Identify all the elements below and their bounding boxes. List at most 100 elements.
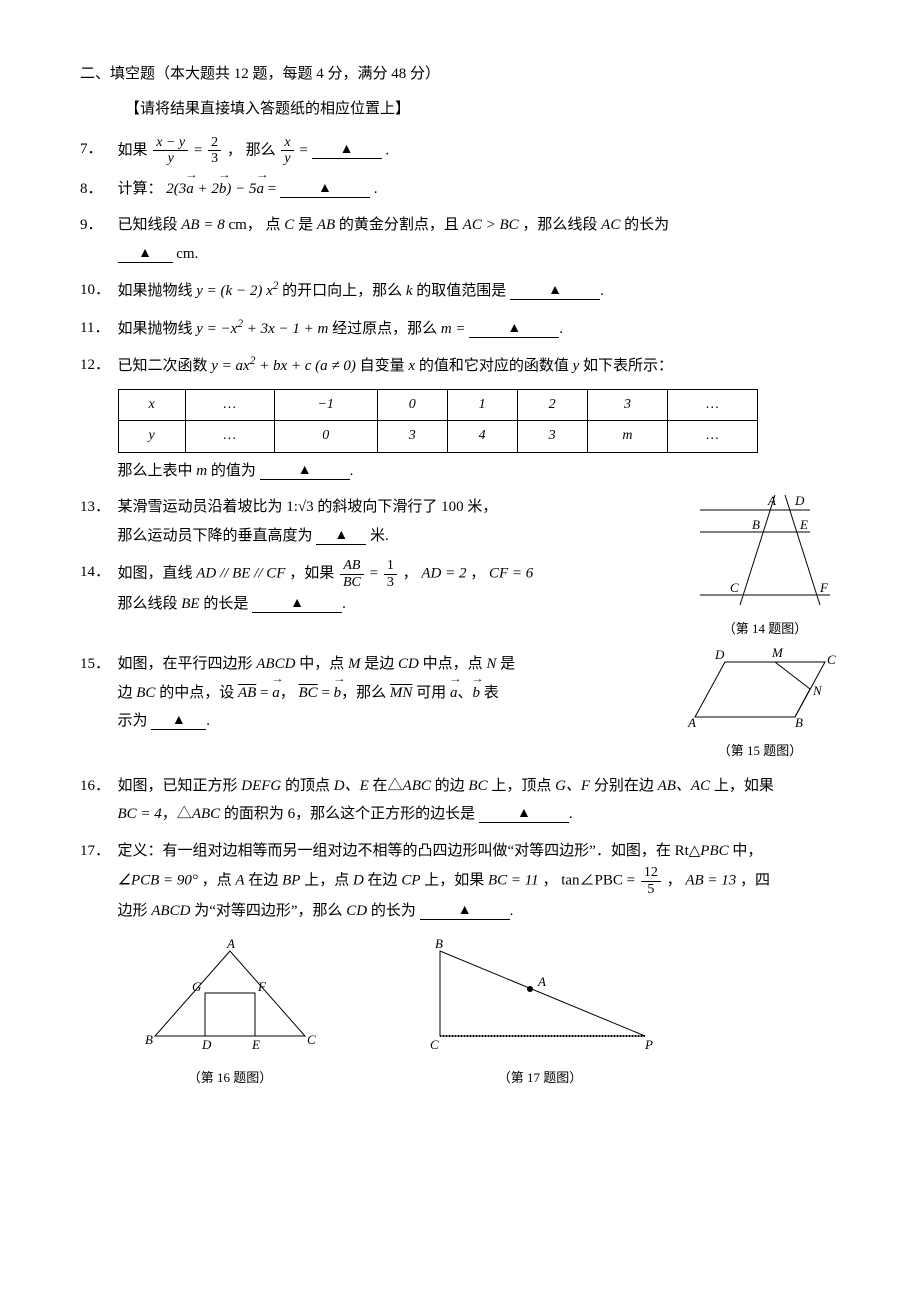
q14-num: 14． [80,558,110,587]
q11-expr2: + 3x − 1 + m [243,321,328,337]
question-14: 14． 如图，直线 AD // BE // CF ，如果 ABBC = 13 ，… [80,558,840,618]
section-subtitle: 【请将结果直接填入答题纸的相应位置上】 [125,95,840,124]
question-11: 11． 如果抛物线 y = −x2 + 3x − 1 + m 经过原点，那么 m… [80,314,840,344]
figure-17: B C P A （第 17 题图） [420,936,660,1091]
q17-l2b: ，点 [198,873,236,889]
q8-vec2: b [219,175,227,204]
question-9: 9． 已知线段 AB = 8 cm， 点 C 是 AB 的黄金分割点，且 AC … [80,211,840,268]
q12-after: 如下表所示： [579,358,673,374]
q14-eq: = [370,566,382,582]
q14f2d: 3 [384,575,397,590]
q11-period: . [559,321,563,337]
q10-num: 10． [80,276,110,305]
q17-num: 17． [80,837,110,866]
q15-l2b: 的中点，设 [155,685,238,701]
q10-expr: y = (k − 2) x [196,283,272,299]
q17-blank: ▲ [420,904,510,920]
q15-cd: CD [398,656,419,672]
blank-tri: ▲ [318,181,332,196]
q9-cond: AC > BC [463,217,519,233]
svg-text:C: C [430,1037,439,1052]
figure-16-caption: （第 16 题图） [140,1066,320,1091]
q15-e: 是 [496,656,515,672]
q17-l2d: 上，点 [300,873,353,889]
q15-l2g: 表 [480,685,499,701]
figure-15-caption: （第 15 题图） [680,739,840,764]
q15-num: 15． [80,650,110,679]
cell: … [668,421,757,453]
q8-pre: 计算： [118,181,167,197]
question-16: 16． 如图，已知正方形 DEFG 的顶点 D、E 在△ABC 的边 BC 上，… [80,772,840,829]
cell: 3 [377,421,447,453]
q9-a: 已知线段 [118,217,182,233]
q9-d: 的黄金分割点，且 [335,217,463,233]
q17-d: D [353,873,364,889]
table-row-x: x … −1 0 1 2 3 … [118,389,757,421]
q17-a: A [235,873,244,889]
q17-period: . [510,903,514,919]
q16-f: 分别在边 [590,778,658,794]
cell: −1 [274,389,377,421]
q16-d: 的边 [431,778,469,794]
q14-l2a: 那么线段 [118,596,182,612]
q7-blank: ▲ [312,143,382,159]
q12-mid2: 的值和它对应的函数值 [415,358,573,374]
q15-vecAB: AB [238,685,256,701]
cell: … [185,389,274,421]
q16-bcseg: BC [468,778,487,794]
q15-vb: b [334,679,342,708]
q17-pbc: PBC [700,843,728,859]
q8-ea: 2(3 [166,181,186,197]
q7-after: = [299,142,311,158]
q11-blank: ▲ [469,322,559,338]
q8-vec3: a [257,175,265,204]
q14-c: ， [403,566,422,582]
q7-f3n: x [281,135,293,151]
svg-text:A: A [226,936,235,951]
blank-tri: ▲ [290,596,304,611]
figure-17-svg: B C P A [420,936,660,1056]
q11-m: m = [441,321,466,337]
q17-l3b: 为“对等四边形”，那么 [190,903,346,919]
q14-frac2: 13 [384,558,397,590]
q17-l2c: 在边 [245,873,283,889]
q17-l1: 定义：有一组对边相等而另一组对边不相等的凸四边形叫做“对等四边形”．如图，在 R… [118,843,701,859]
blank-tri: ▲ [458,903,472,918]
q14-frac1: ABBC [340,558,364,590]
q7-frac1-num: x − y [153,135,188,151]
q8-num: 8． [80,175,103,204]
q14f1n: AB [340,558,364,574]
question-8: 8． 计算： 2(3a + 2b) − 5a = ▲ . [80,175,840,204]
figure-14-caption: （第 14 题图） [690,617,840,642]
q17-l3a: 边形 [118,903,152,919]
q8-blank: ▲ [280,182,370,198]
q14-b: ，如果 [285,566,338,582]
q16-abc: ABC [403,778,431,794]
q17-l2g: ， tan∠PBC = [539,873,639,889]
q7-frac3: xy [281,135,293,167]
q11-expr: y = −x [196,321,237,337]
q17-l3c: 的长为 [367,903,416,919]
cell: 2 [517,389,587,421]
q7-frac1: x − yy [153,135,188,167]
q9-e: ，那么线段 [519,217,602,233]
svg-text:B: B [435,936,443,951]
blank-tri: ▲ [507,321,521,336]
q15-va2: a [450,679,458,708]
q10-mid: 的开口向上，那么 [278,283,406,299]
q15-period: . [206,713,210,729]
q7-f2d: 3 [208,151,221,166]
q15-vb2: b [472,679,480,708]
cell: m [587,421,668,453]
blank-tri: ▲ [138,246,152,261]
q14-ad: AD = 2 [421,566,466,582]
q17-c2: AB = 13 [685,873,736,889]
q7-f3d: y [281,151,293,166]
q12-tb: 的值为 [207,463,256,479]
question-10: 10． 如果抛物线 y = (k − 2) x2 的开口向上，那么 k 的取值范… [80,276,840,306]
q12-table: x … −1 0 1 2 3 … y … 0 3 4 3 m … [118,389,758,453]
q16-defg: DEFG [241,778,281,794]
cell: 1 [447,389,517,421]
q8-period: . [374,181,378,197]
q16-l2b: ，△ [162,806,192,822]
